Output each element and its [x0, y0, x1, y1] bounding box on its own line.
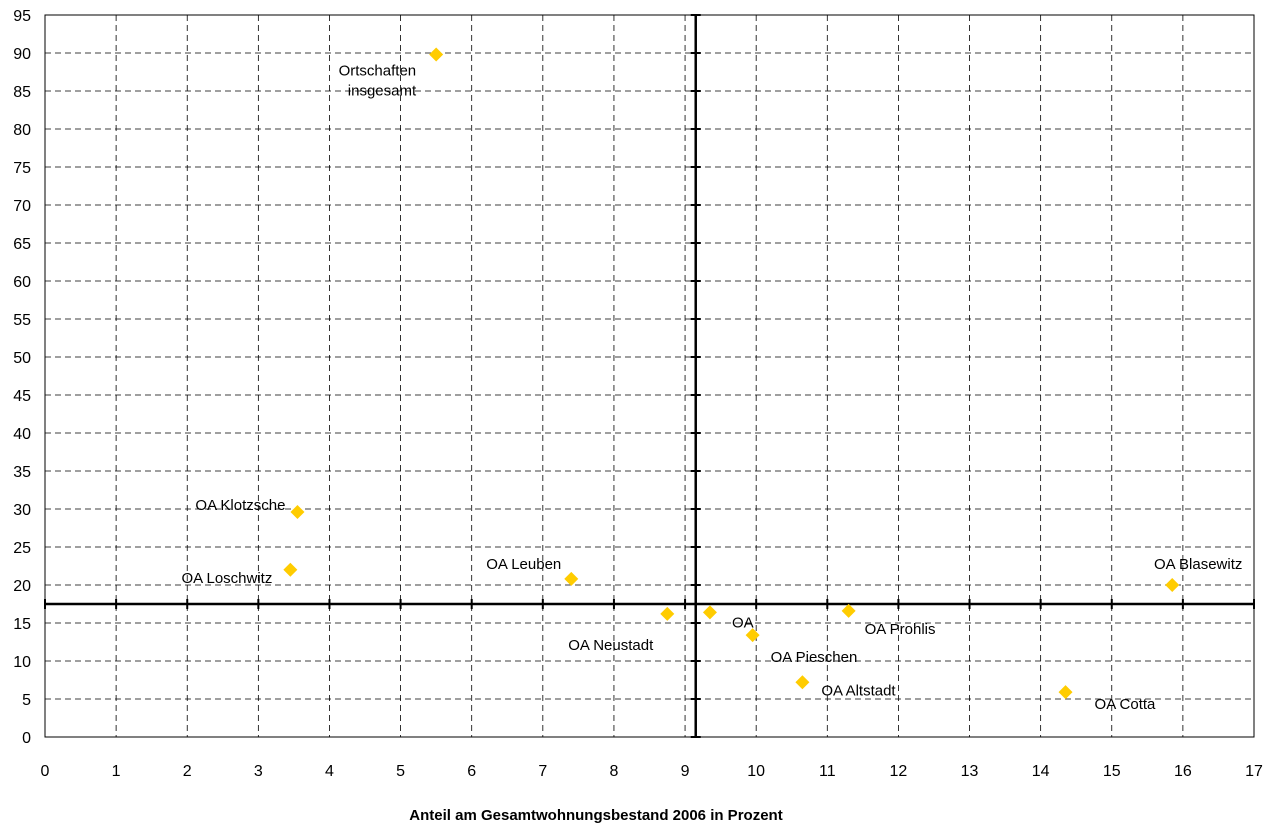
data-point-marker: [564, 571, 579, 586]
y-tick-label: 75: [13, 160, 31, 177]
x-tick-label: 13: [961, 763, 979, 780]
data-point-marker: [841, 603, 856, 618]
x-tick-label: 16: [1174, 763, 1192, 780]
x-axis-title: Anteil am Gesamtwohnungsbestand 2006 in …: [409, 807, 782, 824]
x-tick-label: 17: [1245, 763, 1263, 780]
data-point-marker: [429, 47, 444, 62]
plot-frame: [44, 14, 1255, 738]
data-point-labels: Ortschaften insgesamt OA Klotzsche OA Losch…: [181, 63, 1242, 714]
x-tick-label: 15: [1103, 763, 1121, 780]
y-tick-label: 85: [13, 84, 31, 101]
grid-lines: [45, 15, 1254, 737]
data-point-label: Ortschaften: [339, 63, 417, 80]
y-tick-label: 40: [13, 426, 31, 443]
x-tick-label: 8: [609, 763, 618, 780]
x-tick-label: 3: [254, 763, 263, 780]
data-point-label: OA Prohlis: [865, 621, 936, 638]
x-tick-label: 0: [41, 763, 50, 780]
y-tick-label: 90: [13, 46, 31, 63]
y-tick-label: 5: [22, 692, 31, 709]
y-tick-label: 60: [13, 274, 31, 291]
data-points: [283, 47, 1180, 700]
y-tick-label: 25: [13, 540, 31, 557]
y-tick-label: 20: [13, 578, 31, 595]
data-point-marker: [1165, 578, 1180, 592]
x-tick-label: 1: [112, 763, 121, 780]
data-point-label: OA Leuben: [486, 556, 561, 573]
data-point-label: OA Altstadt: [821, 682, 896, 699]
data-point-label: OA Loschwitz: [181, 570, 272, 587]
y-tick-label: 35: [13, 464, 31, 481]
reference-lines: [44, 14, 1255, 738]
x-axis-tick-labels: 0 1 2 3 4 5 6 7 8 9 10 11 12 13 14 15 16 17: [41, 763, 1263, 780]
data-point-label: OA: [732, 614, 754, 631]
y-axis-tick-labels: 0 5 10 15 20 25 30 35 40 45 50 55 60 65 70 75 80 85 90 95: [13, 8, 31, 747]
x-tick-label: 10: [747, 763, 765, 780]
data-point-marker: [283, 562, 298, 577]
x-tick-label: 7: [538, 763, 547, 780]
y-tick-label: 10: [13, 654, 31, 671]
data-point-label: OA Pieschen: [771, 649, 858, 666]
y-tick-label: 30: [13, 502, 31, 519]
y-tick-label: 65: [13, 236, 31, 253]
y-tick-label: 95: [13, 8, 31, 25]
y-tick-label: 50: [13, 350, 31, 367]
data-point-marker: [290, 505, 305, 520]
y-tick-label: 15: [13, 616, 31, 633]
y-tick-label: 55: [13, 312, 31, 329]
data-point-marker: [795, 675, 810, 690]
y-tick-label: 80: [13, 122, 31, 139]
x-tick-label: 4: [325, 763, 334, 780]
x-tick-label: 2: [183, 763, 192, 780]
y-tick-label: 0: [22, 730, 31, 747]
data-point-label: OA Klotzsche: [195, 497, 285, 514]
data-point-marker: [702, 605, 717, 620]
data-point-label: insgesamt: [348, 83, 417, 100]
y-tick-label: 70: [13, 198, 31, 215]
x-tick-label: 5: [396, 763, 405, 780]
x-tick-label: 9: [681, 763, 690, 780]
data-point-marker: [1058, 685, 1073, 700]
x-tick-label: 14: [1032, 763, 1050, 780]
data-point-marker: [660, 606, 675, 621]
data-point-label: OA Cotta: [1095, 696, 1157, 713]
data-point-marker: [745, 628, 760, 643]
x-tick-label: 11: [819, 763, 836, 780]
data-point-label: OA Blasewitz: [1154, 556, 1242, 573]
x-tick-label: 12: [890, 763, 908, 780]
y-tick-label: 45: [13, 388, 31, 405]
data-point-label: OA Neustadt: [568, 637, 654, 654]
x-tick-label: 6: [467, 763, 476, 780]
